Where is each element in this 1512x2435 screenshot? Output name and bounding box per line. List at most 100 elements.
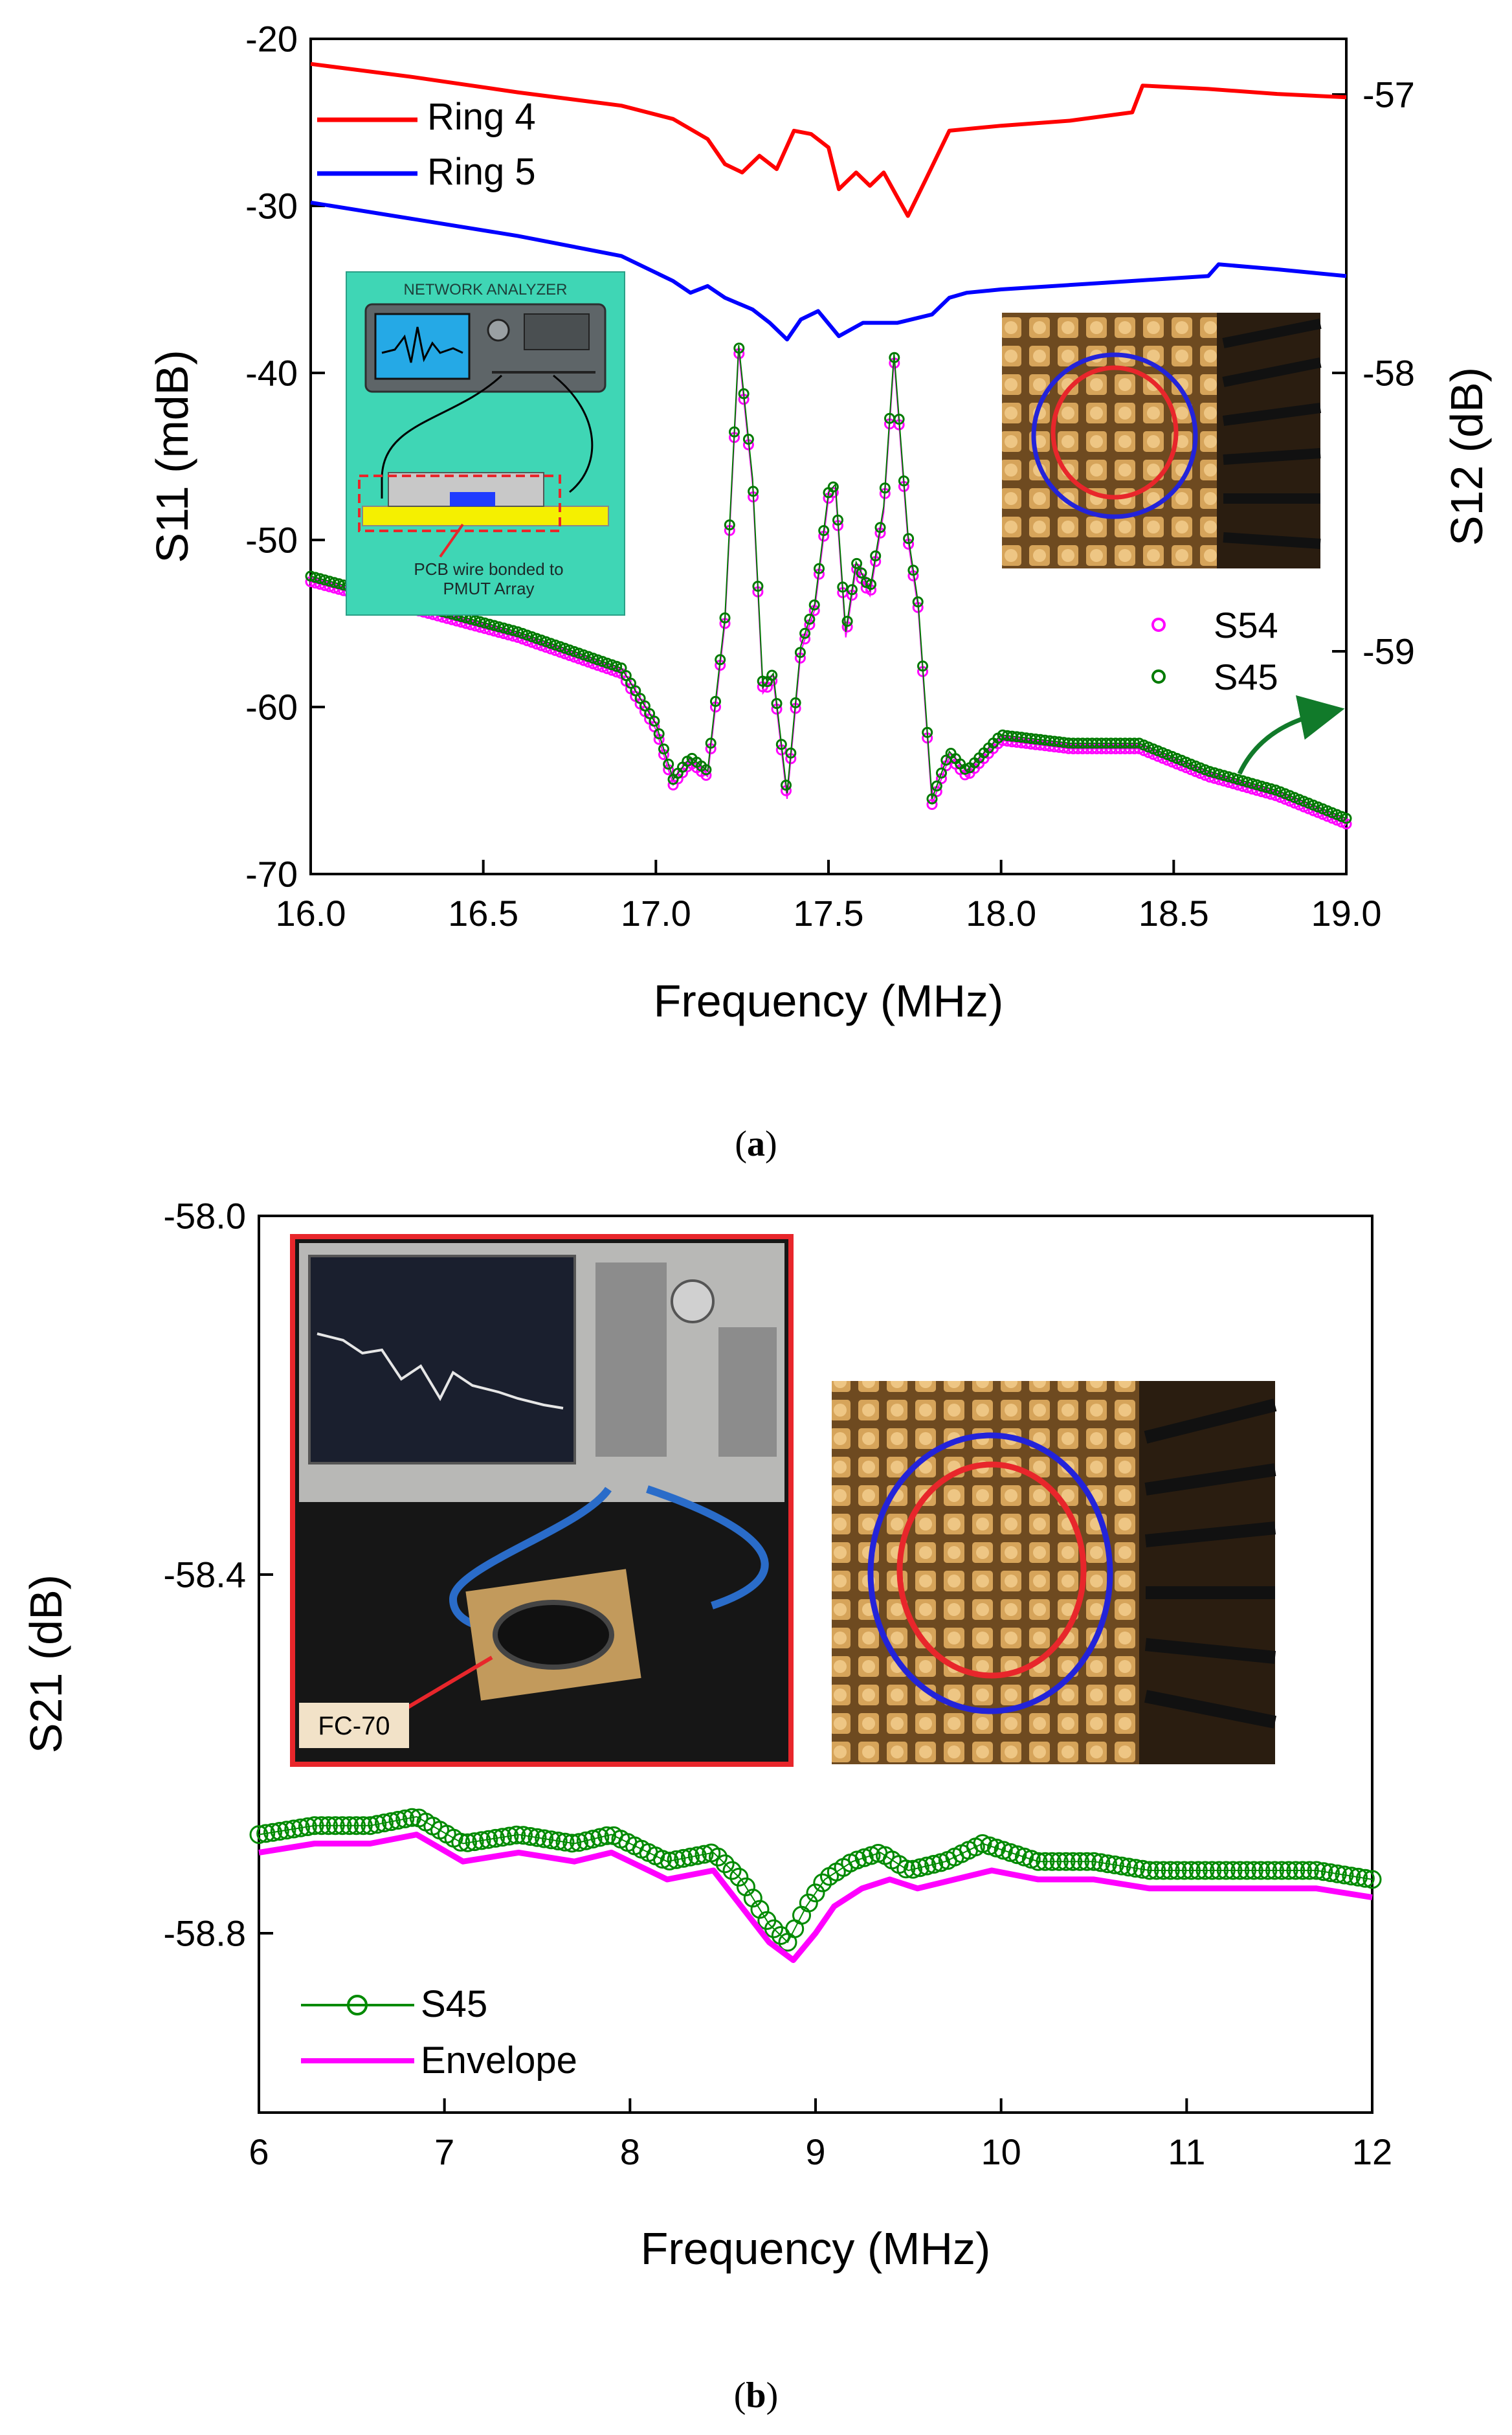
series-s45-point: [1244, 1861, 1263, 1880]
series-s45-point: [1223, 771, 1234, 783]
series-s45-point: [1204, 766, 1216, 778]
series-s45-point: [559, 642, 571, 654]
series-s45-point: [719, 612, 731, 623]
y2-tick-label: -57: [1362, 74, 1415, 115]
series-s45-point: [1188, 1861, 1208, 1880]
series-s45-point: [305, 1816, 324, 1835]
x-tick-label: 7: [434, 2131, 454, 2172]
series-s45-point: [270, 1822, 289, 1841]
series-s45-point: [705, 737, 717, 749]
series-s45-point: [1238, 1861, 1256, 1880]
photo-instrument-keypad-right: [718, 1327, 777, 1457]
series-s45-point: [1036, 1852, 1055, 1871]
series-s45-point: [616, 662, 627, 674]
series-s45-point: [924, 1855, 944, 1874]
series-s45-point: [1147, 1861, 1166, 1880]
series-s45-point: [1195, 1861, 1215, 1880]
series-s45-point: [1098, 1854, 1117, 1874]
series-s45-point: [910, 1858, 929, 1878]
series-s45-point: [315, 573, 326, 585]
series-s45-point: [856, 567, 867, 579]
series-s45-point: [465, 1832, 484, 1852]
series-s45-point: [542, 1830, 561, 1850]
series-s45-point: [1049, 1852, 1069, 1871]
series-s45-point: [752, 581, 764, 592]
series-ring-5-line: [310, 200, 1347, 342]
series-s45-point: [620, 670, 632, 681]
panel-a-series: [305, 62, 1352, 830]
series-s45-point: [813, 1873, 832, 1892]
y-tick-label: -50: [245, 520, 298, 561]
series-s45-point: [1314, 1862, 1333, 1881]
series-s45-point: [470, 614, 481, 626]
series-s45-point: [312, 1816, 331, 1835]
series-s45-point: [926, 793, 938, 805]
panel-a-label: a: [747, 1124, 765, 1164]
series-s45-point: [1237, 775, 1249, 787]
series-s45-point: [570, 1833, 588, 1852]
series-s45-point: [1182, 1861, 1201, 1880]
series-s45-point: [837, 581, 849, 593]
series-s45-point: [1247, 778, 1258, 789]
series-s45-point: [846, 584, 858, 596]
series-s54-point: [700, 770, 712, 781]
series-s45-point: [500, 1826, 519, 1846]
series-s45-point: [1279, 1861, 1298, 1880]
series-s45-point: [710, 695, 721, 707]
series-s45-point: [1133, 1859, 1152, 1879]
series-s45-point: [1256, 780, 1267, 792]
photo-arrow: [403, 1655, 493, 1711]
series-s45-point: [1307, 1861, 1326, 1880]
series-s45-point: [493, 621, 505, 633]
series-s45-point: [766, 669, 778, 681]
series-s45-point: [528, 1828, 547, 1847]
series-s45-point: [936, 767, 947, 779]
series-s45-point: [361, 1816, 380, 1835]
photo-instrument-knob-icon: [671, 1279, 715, 1323]
series-s45-point: [1084, 1852, 1104, 1871]
series-s45-point: [663, 758, 674, 770]
panel-b-x-axis-title: Frequency (MHz): [641, 2223, 991, 2274]
y2-tick-label: -58: [1362, 353, 1415, 394]
series-s45-point: [403, 1808, 421, 1827]
panel-a-y2-axis-title: S12 (dB): [1441, 367, 1492, 546]
series-s45-point: [874, 522, 886, 533]
series-s45-point: [1342, 1867, 1361, 1886]
y-tick-label: -70: [245, 854, 298, 895]
series-s45-point: [564, 644, 575, 656]
series-s45-point: [832, 514, 843, 526]
legend-ring-5-label: Ring 5: [427, 151, 536, 193]
series-s45-point: [590, 1828, 610, 1847]
series-s45-point: [1293, 1861, 1312, 1880]
series-s45-point: [1328, 1864, 1347, 1883]
panel-a-y-axis-title: S11 (mdB): [147, 350, 197, 563]
series-s45-point: [507, 1825, 526, 1845]
series-envelope-line: [258, 1832, 1373, 1963]
x-tick-label: 6: [249, 2131, 269, 2172]
pmut-micrograph-inset-b: [832, 1381, 1277, 1764]
series-s45-point: [700, 764, 712, 776]
series-s45-point: [775, 739, 787, 750]
pmut-chip-core: [450, 492, 495, 506]
panel-b-caption: (b): [733, 2375, 779, 2416]
series-s45-point: [1091, 1853, 1111, 1872]
series-s45-point: [474, 616, 486, 627]
x-tick-label: 18.5: [1139, 893, 1209, 934]
series-s45-point: [729, 426, 740, 438]
series-s45-point: [1355, 1868, 1375, 1888]
series-s45-point: [555, 1832, 575, 1852]
series-s45-point: [1265, 1861, 1284, 1880]
series-s45-point: [804, 613, 816, 625]
series-s45-point: [375, 1813, 394, 1833]
series-s45-point: [340, 1816, 359, 1835]
series-s45-point: [326, 1816, 345, 1835]
series-s45-point: [743, 1889, 762, 1908]
photo-instrument-screen: [308, 1255, 576, 1464]
series-s45-point: [931, 780, 942, 792]
series-s45-point: [660, 1852, 679, 1870]
photo-label-fc70: FC-70: [318, 1712, 390, 1740]
series-s45-point: [1214, 769, 1225, 780]
series-s45-line: [258, 1815, 1373, 1944]
micrograph-b-ring-4-outline: [896, 1461, 1087, 1679]
series-s45-point: [550, 639, 561, 651]
